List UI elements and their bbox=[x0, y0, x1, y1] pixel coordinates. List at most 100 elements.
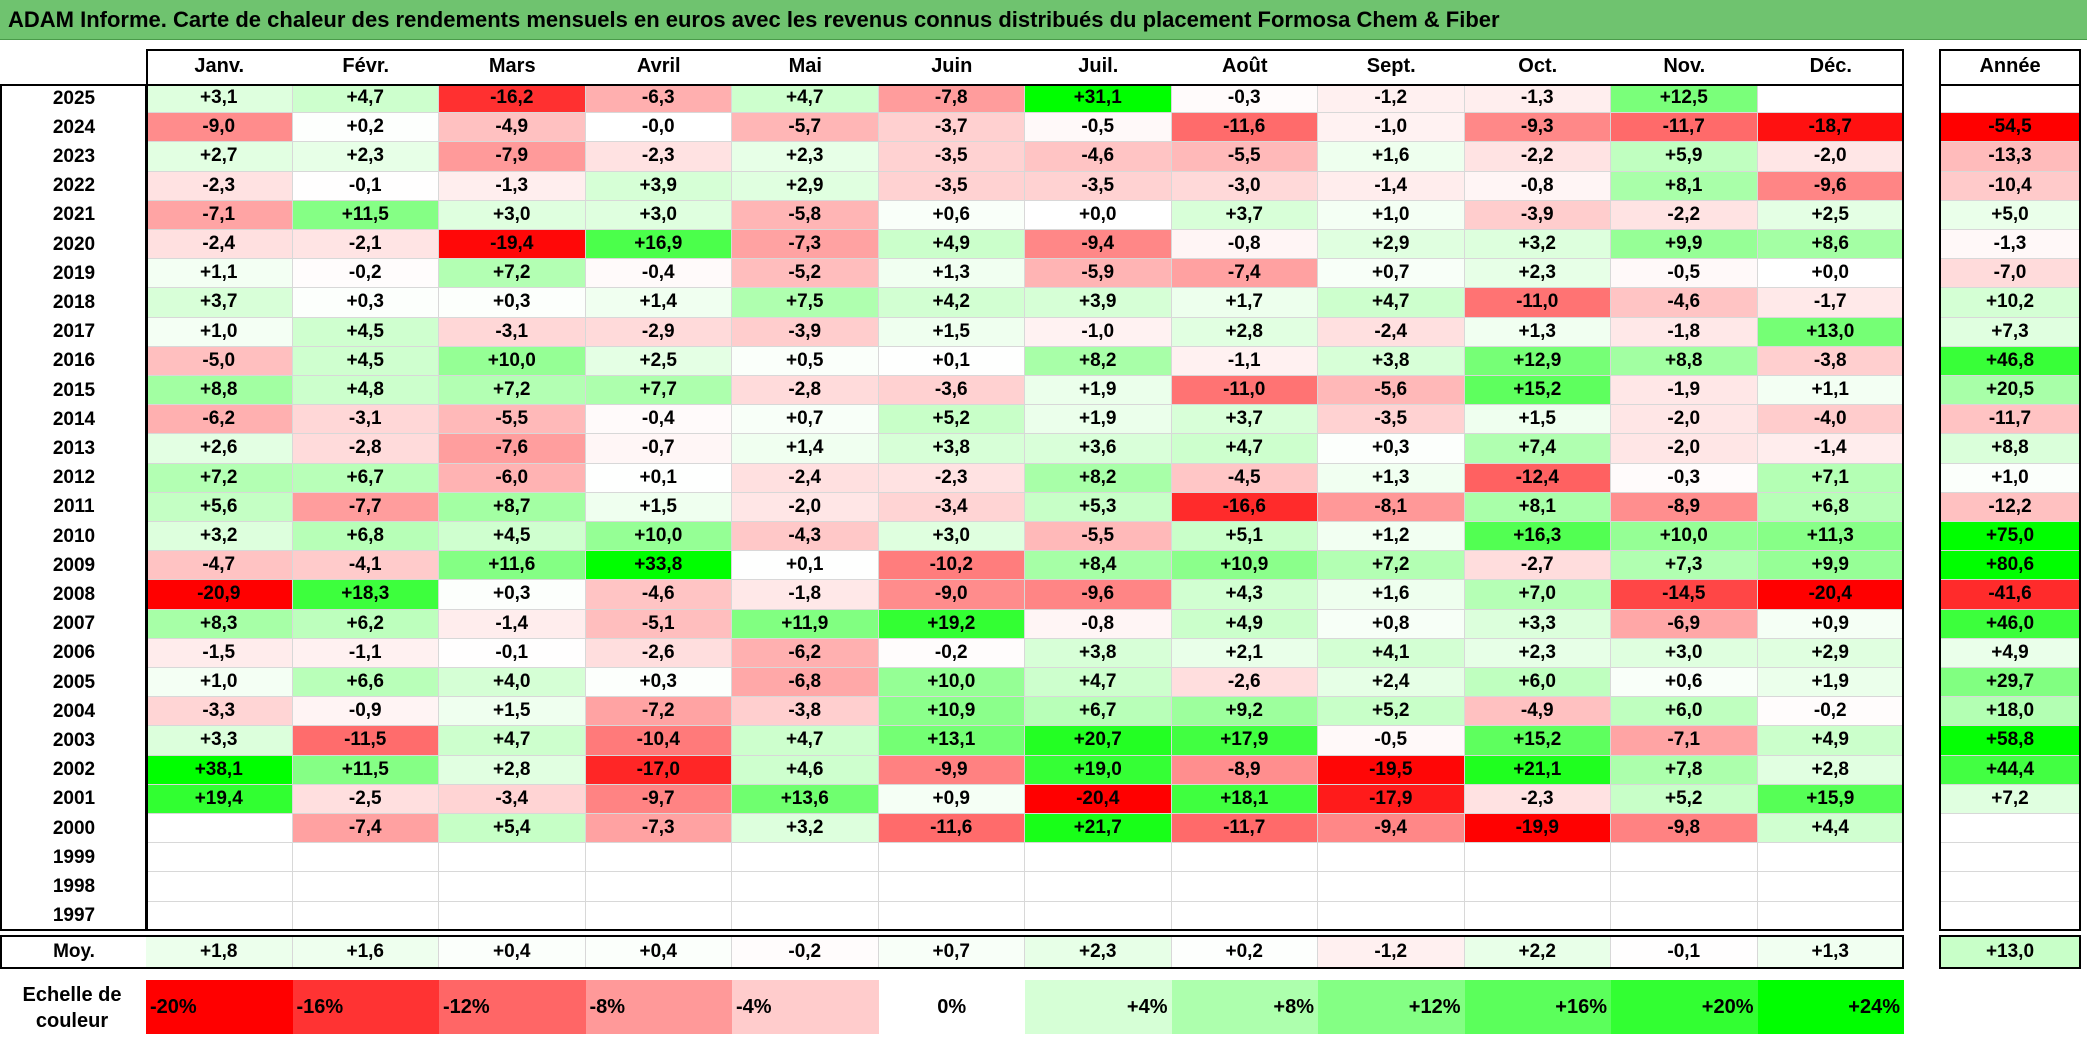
annual-cell: +10,2 bbox=[1939, 288, 2081, 318]
heatmap-cell: +0,1 bbox=[585, 463, 732, 493]
heatmap-cell bbox=[1464, 901, 1611, 931]
average-cell: +1,3 bbox=[1757, 935, 1904, 969]
heatmap-cell: +18,3 bbox=[292, 580, 439, 610]
heatmap-cell: +7,0 bbox=[1464, 580, 1611, 610]
heatmap-cell: -4,7 bbox=[146, 551, 293, 581]
heatmap-cell: +12,5 bbox=[1611, 84, 1758, 114]
annual-cell: +4,9 bbox=[1939, 638, 2081, 668]
average-cell: +0,4 bbox=[585, 935, 732, 969]
heatmap-cell: -2,4 bbox=[732, 463, 879, 493]
heatmap-cell: +1,6 bbox=[1318, 580, 1465, 610]
heatmap-cell: +7,2 bbox=[146, 463, 293, 493]
heatmap-cell: +5,1 bbox=[1171, 522, 1318, 552]
title-bar: ADAM Informe. Carte de chaleur des rende… bbox=[0, 0, 2087, 40]
heatmap-cell: +1,4 bbox=[732, 434, 879, 464]
year-label: 2014 bbox=[52, 408, 96, 430]
heatmap-cell: +16,9 bbox=[585, 230, 732, 260]
heatmap-cell: +2,8 bbox=[439, 755, 586, 785]
year-label: 2018 bbox=[52, 291, 96, 313]
heatmap-cell: -4,6 bbox=[1611, 288, 1758, 318]
heatmap-cell: +1,0 bbox=[146, 668, 293, 698]
annual-cell: -54,5 bbox=[1939, 113, 2081, 143]
heatmap-cell: +9,9 bbox=[1611, 230, 1758, 260]
color-scale-step: -20% bbox=[146, 980, 293, 1034]
annual-cell: +80,6 bbox=[1939, 551, 2081, 581]
average-label: Moy. bbox=[53, 941, 95, 962]
heatmap-cell: +3,6 bbox=[1025, 434, 1172, 464]
heatmap-cell: -5,0 bbox=[146, 346, 293, 376]
heatmap-cell: +11,6 bbox=[439, 551, 586, 581]
heatmap-cell: -1,1 bbox=[1171, 346, 1318, 376]
heatmap-cell: +3,0 bbox=[878, 522, 1025, 552]
heatmap-cell: -5,5 bbox=[1171, 142, 1318, 172]
heatmap-cell: -2,1 bbox=[292, 230, 439, 260]
color-scale-step: +20% bbox=[1611, 980, 1758, 1034]
heatmap-cell: +8,3 bbox=[146, 609, 293, 639]
heatmap-cell: +21,1 bbox=[1464, 755, 1611, 785]
heatmap-cell: -2,8 bbox=[732, 376, 879, 406]
heatmap-cell: -2,2 bbox=[1464, 142, 1611, 172]
heatmap-cell: -0,1 bbox=[439, 638, 586, 668]
annual-cell: +8,8 bbox=[1939, 434, 2081, 464]
month-header: Nov. bbox=[1663, 55, 1706, 77]
heatmap-cell: -7,7 bbox=[292, 492, 439, 522]
heatmap-cell: +8,2 bbox=[1025, 346, 1172, 376]
heatmap-cell: -17,0 bbox=[585, 755, 732, 785]
heatmap-cell bbox=[585, 872, 732, 902]
heatmap-cell: -16,6 bbox=[1171, 492, 1318, 522]
annual-header-rule bbox=[1939, 84, 2081, 86]
heatmap-cell: +8,8 bbox=[146, 376, 293, 406]
heatmap-cell bbox=[1611, 901, 1758, 931]
average-cell: +0,4 bbox=[439, 935, 586, 969]
annual-cell: +1,0 bbox=[1939, 463, 2081, 493]
heatmap-cell: +2,7 bbox=[146, 142, 293, 172]
heatmap-cell: -6,2 bbox=[146, 405, 293, 435]
month-header: Févr. bbox=[342, 55, 390, 77]
heatmap-cell: +1,0 bbox=[146, 317, 293, 347]
year-label: 2001 bbox=[52, 788, 96, 810]
annual-cell: -41,6 bbox=[1939, 580, 2081, 610]
year-label: 2021 bbox=[52, 204, 96, 226]
year-label: 2008 bbox=[52, 583, 96, 605]
heatmap-cell: +13,0 bbox=[1757, 317, 1904, 347]
heatmap-cell: +4,1 bbox=[1318, 638, 1465, 668]
heatmap-cell: +4,7 bbox=[439, 726, 586, 756]
heatmap-cell: +2,8 bbox=[1757, 755, 1904, 785]
month-header: Juil. bbox=[1078, 55, 1119, 77]
heatmap-cell: -0,3 bbox=[1611, 463, 1758, 493]
year-label: 1998 bbox=[52, 875, 96, 897]
heatmap-cell: +6,0 bbox=[1464, 668, 1611, 698]
heatmap-cell bbox=[1757, 84, 1904, 114]
heatmap-cell: -2,0 bbox=[1611, 434, 1758, 464]
heatmap-cell: -4,0 bbox=[1757, 405, 1904, 435]
average-cell: +0,2 bbox=[1171, 935, 1318, 969]
year-label: 2009 bbox=[52, 554, 96, 576]
heatmap-cell: +3,9 bbox=[585, 171, 732, 201]
heatmap-cell: -9,6 bbox=[1757, 171, 1904, 201]
heatmap-cell: +2,9 bbox=[1318, 230, 1465, 260]
year-label: 2022 bbox=[52, 175, 96, 197]
heatmap-cell: -11,7 bbox=[1611, 113, 1758, 143]
heatmap-cell: -2,4 bbox=[1318, 317, 1465, 347]
annual-cell: +20,5 bbox=[1939, 376, 2081, 406]
heatmap-cell: -7,4 bbox=[292, 814, 439, 844]
heatmap-cell: +7,1 bbox=[1757, 463, 1904, 493]
heatmap-cell: +8,6 bbox=[1757, 230, 1904, 260]
month-header: Déc. bbox=[1809, 55, 1852, 77]
heatmap-cell: +1,2 bbox=[1318, 522, 1465, 552]
heatmap-cell: +1,1 bbox=[1757, 376, 1904, 406]
heatmap-cell: -6,3 bbox=[585, 84, 732, 114]
heatmap-cell: +17,9 bbox=[1171, 726, 1318, 756]
heatmap-cell: -11,0 bbox=[1464, 288, 1611, 318]
heatmap-cell: +8,8 bbox=[1611, 346, 1758, 376]
heatmap-cell: +3,3 bbox=[146, 726, 293, 756]
heatmap-cell bbox=[1025, 872, 1172, 902]
heatmap-cell: -4,5 bbox=[1171, 463, 1318, 493]
month-header: Mai bbox=[788, 55, 822, 77]
heatmap-cell: +3,7 bbox=[1171, 405, 1318, 435]
heatmap-cell: -2,3 bbox=[585, 142, 732, 172]
heatmap-cell: -4,1 bbox=[292, 551, 439, 581]
heatmap-cell: +6,7 bbox=[1025, 697, 1172, 727]
heatmap-cell bbox=[439, 843, 586, 873]
average-cell: +0,7 bbox=[878, 935, 1025, 969]
